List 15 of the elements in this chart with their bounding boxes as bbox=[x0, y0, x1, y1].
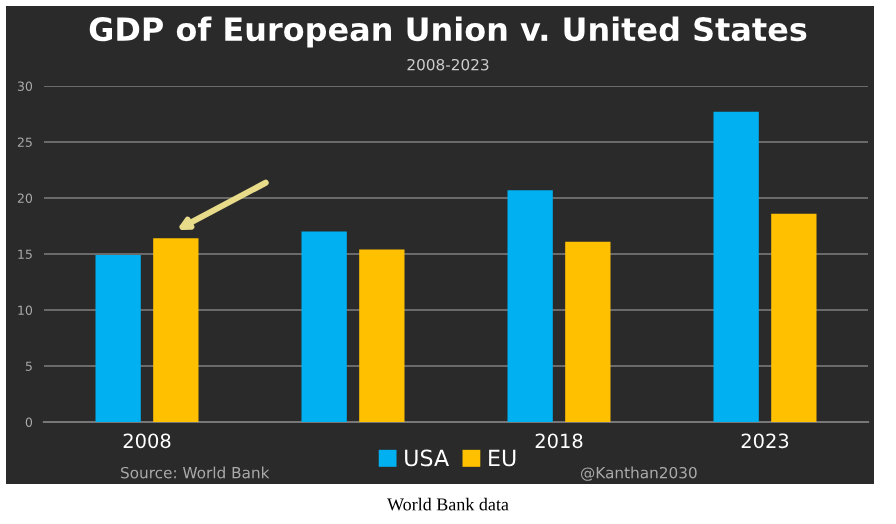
legend-label: USA bbox=[405, 449, 449, 467]
bar bbox=[565, 241, 611, 422]
bar bbox=[301, 231, 347, 422]
x-tick-label: 2023 bbox=[741, 433, 789, 449]
bar bbox=[153, 238, 199, 422]
bar bbox=[359, 249, 405, 422]
x-tick-label: 2008 bbox=[123, 433, 171, 449]
bar bbox=[713, 111, 759, 422]
x-tick-label: 2018 bbox=[535, 433, 583, 449]
chart-title: GDP of European Union v. United States bbox=[89, 16, 807, 48]
bar bbox=[507, 190, 553, 422]
bar bbox=[771, 213, 817, 422]
text: World Bank data bbox=[387, 497, 509, 511]
bar bbox=[95, 255, 141, 422]
legend-label: EU bbox=[489, 449, 516, 467]
